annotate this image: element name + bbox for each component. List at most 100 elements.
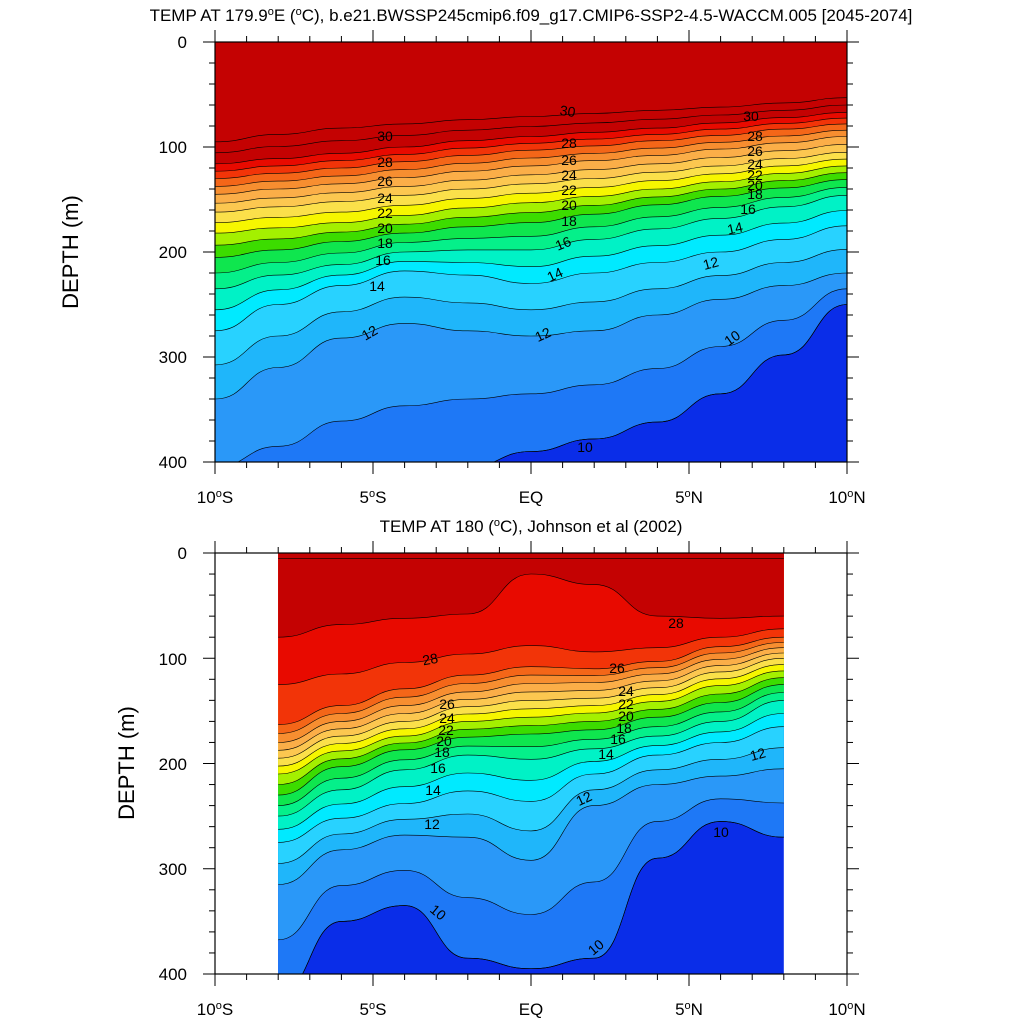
y-tick-label-400: 400 — [159, 453, 187, 472]
panel-obs-y-tick-labels: 0 100 200 300 400 — [159, 544, 187, 984]
contour-label-12: 12 — [748, 744, 767, 764]
isotherm-line — [215, 112, 847, 165]
contour-label-24: 24 — [618, 683, 634, 699]
contour-label-16: 16 — [375, 252, 391, 268]
panel-obs-x-tick-labels: 10oS 5oS EQ 5oN 10oN — [197, 1000, 866, 1019]
y-tick-label-100: 100 — [159, 138, 187, 157]
contour-label-22: 22 — [561, 182, 577, 198]
isotherm-line — [278, 798, 784, 941]
contour-label-26: 26 — [747, 143, 763, 159]
x-tick-label-eq: EQ — [519, 488, 544, 507]
contour-label-14: 14 — [726, 219, 745, 238]
contour-label-22: 22 — [438, 722, 454, 738]
isotherm-line — [278, 670, 784, 775]
isotherm-line — [278, 652, 784, 751]
contour-label-24: 24 — [561, 167, 577, 183]
contour-label-20: 20 — [561, 197, 577, 213]
contour-label-18: 18 — [434, 744, 450, 760]
y-tick-label-300: 300 — [159, 860, 187, 879]
panel-model-ticks — [203, 30, 859, 474]
contour-label-10: 10 — [577, 439, 593, 455]
x-tick-label-5n: 5oN — [675, 1000, 703, 1019]
isotherm-line — [278, 713, 784, 830]
contour-label-16: 16 — [610, 731, 626, 747]
isotherm-line — [278, 658, 784, 759]
isotherm-line — [278, 726, 784, 843]
contour-label-22: 22 — [618, 696, 634, 712]
x-tick-label-eq: EQ — [519, 1000, 544, 1019]
panel-model-contour-labels: 30 30 30 28 28 28 26 26 26 24 24 24 22 2… — [359, 102, 763, 455]
contour-label-14: 14 — [544, 264, 565, 285]
isotherm-line — [278, 700, 784, 817]
contour-label-26: 26 — [439, 696, 455, 712]
contour-label-22: 22 — [377, 205, 393, 221]
contour-label-24: 24 — [377, 190, 393, 206]
isotherm-line — [278, 747, 784, 864]
panel-obs-title: TEMP AT 180 (oC), Johnson et al (2002) — [380, 517, 683, 536]
isotherm-line — [278, 664, 784, 767]
contour-label-30: 30 — [743, 108, 759, 124]
isotherm-line — [278, 636, 784, 725]
panel-obs-y-axis-label: DEPTH (m) — [114, 706, 139, 820]
contour-band — [215, 42, 847, 142]
x-tick-label-10s: 10oS — [197, 488, 233, 507]
y-tick-label-200: 200 — [159, 243, 187, 262]
isotherm-line — [215, 165, 847, 234]
contour-label-18: 18 — [616, 720, 632, 736]
contour-label-24: 24 — [439, 710, 455, 726]
contour-band — [278, 553, 784, 638]
isotherm-line — [278, 768, 784, 885]
contour-label-12: 12 — [701, 253, 720, 273]
contour-label-16: 16 — [430, 760, 446, 776]
contour-label-12: 12 — [573, 788, 594, 809]
isotherm-line — [215, 123, 847, 179]
contour-label-28: 28 — [561, 135, 577, 151]
y-tick-label-200: 200 — [159, 755, 187, 774]
isotherm-line — [215, 172, 847, 246]
isotherm-line — [215, 129, 847, 187]
isotherm-line — [215, 249, 847, 366]
panel-obs-ticks — [203, 541, 859, 986]
y-tick-label-300: 300 — [159, 348, 187, 367]
isotherm-line — [215, 272, 847, 400]
panel-obs: TEMP AT 180 (oC), Johnson et al (2002) 2… — [114, 517, 866, 1019]
isotherm-line — [278, 642, 784, 734]
contour-label-26: 26 — [561, 152, 577, 168]
x-tick-label-5n: 5oN — [675, 488, 703, 507]
contour-label-14: 14 — [598, 746, 614, 762]
contour-label-16: 16 — [553, 233, 574, 254]
isotherm-line — [215, 117, 847, 172]
contour-label-26: 26 — [609, 660, 625, 676]
x-tick-label-5s: 5oS — [360, 1000, 387, 1019]
x-tick-label-10n: 10oN — [828, 488, 865, 507]
isotherm-line — [215, 210, 847, 311]
panel-obs-contour-fill — [278, 553, 784, 974]
isotherm-line — [215, 97, 847, 143]
contour-label-28: 28 — [421, 650, 439, 668]
y-tick-label-0: 0 — [178, 544, 187, 563]
isotherm-line — [215, 158, 847, 223]
isotherm-line — [215, 144, 847, 204]
contour-label-26: 26 — [377, 173, 393, 189]
panel-model-x-tick-labels: 10oS 5oS EQ 5oN 10oN — [197, 488, 866, 507]
y-tick-label-0: 0 — [178, 33, 187, 52]
contour-label-18: 18 — [747, 186, 763, 202]
contour-label-18: 18 — [377, 235, 393, 251]
isotherm-line — [278, 628, 784, 685]
isotherm-line — [215, 195, 847, 290]
isotherm-line — [215, 104, 847, 154]
panel-model-contour-lines — [215, 97, 847, 462]
contour-label-20: 20 — [436, 733, 452, 749]
contour-label-28: 28 — [747, 128, 763, 144]
isotherm-line — [278, 692, 784, 806]
isotherm-line — [302, 821, 784, 974]
isotherm-line — [215, 136, 847, 195]
contour-label-12: 12 — [424, 816, 440, 832]
contour-label-30: 30 — [377, 128, 393, 144]
y-tick-label-400: 400 — [159, 965, 187, 984]
x-tick-label-5s: 5oS — [360, 488, 387, 507]
x-tick-label-10n: 10oN — [828, 1000, 865, 1019]
isotherm-line — [215, 187, 847, 274]
contour-label-28: 28 — [377, 154, 393, 170]
